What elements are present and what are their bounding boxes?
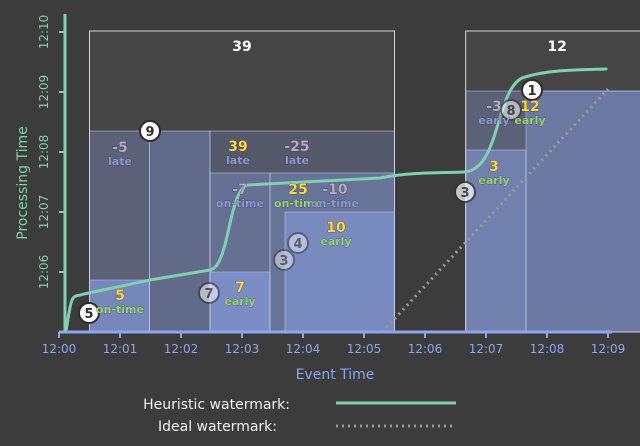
pane-label-tag: early <box>478 114 509 127</box>
legend: Heuristic watermark: Ideal watermark: <box>143 397 456 435</box>
pane <box>149 130 211 333</box>
data-point-marker: 1 <box>521 79 543 101</box>
pane-label-value: 7 <box>235 280 245 296</box>
axes-layer: 12:00 12:01 12:02 12:03 12:04 12:05 12:06 12:07… <box>37 14 625 356</box>
marker-value: 3 <box>460 186 469 201</box>
x-axis-title: Event Time <box>296 367 375 383</box>
marker-value: 9 <box>145 125 154 140</box>
marker-value: 5 <box>84 307 93 322</box>
pane-label-value: 25 <box>288 182 307 198</box>
x-tick-label: 12:05 <box>347 342 382 356</box>
pane <box>269 172 395 333</box>
data-point-marker: 9 <box>139 120 161 142</box>
y-axis-title: Processing Time <box>15 126 31 239</box>
y-tick-label: 12:06 <box>37 255 51 290</box>
marker-circle <box>287 232 309 254</box>
pane-label-value: 5 <box>115 288 125 304</box>
pane-label-value: -7 <box>232 182 248 198</box>
marker-value: 7 <box>204 287 213 302</box>
pane-label: -7on-time <box>216 182 264 211</box>
y-tick-label: 12:10 <box>37 15 51 50</box>
pane <box>525 90 640 333</box>
pane-label: 5on-time <box>96 288 144 317</box>
heuristic-watermark-layer <box>64 67 608 334</box>
marker-circle <box>78 302 100 324</box>
marker-value: 4 <box>293 237 302 252</box>
pane-label-tag: on-time <box>274 197 322 210</box>
pane-label-value: -5 <box>112 140 128 156</box>
pane-label-tag: late <box>108 155 132 168</box>
pane-label-value: 3 <box>489 159 499 175</box>
heuristic-watermark-line <box>64 67 608 334</box>
window-total: 39 <box>232 39 251 55</box>
ideal-watermark-line <box>381 87 610 334</box>
x-tick-label: 12:03 <box>225 342 260 356</box>
x-tick-label: 12:00 <box>42 342 77 356</box>
pane-label-value: -10 <box>322 182 348 198</box>
window-total: 12 <box>547 39 566 55</box>
y-tick-label: 12:08 <box>37 135 51 170</box>
pane-label-tag: early <box>478 174 509 187</box>
windows-layer: 39 12 <box>89 30 640 333</box>
pane-label-value: -25 <box>284 139 309 155</box>
marker-value: 8 <box>506 104 515 119</box>
pane-label-value: -3 <box>486 99 502 115</box>
pane-label-value: 10 <box>326 220 346 236</box>
marker-circle <box>198 282 220 304</box>
pane-label-value: 39 <box>228 139 247 155</box>
data-point-marker: 7 <box>198 282 220 304</box>
marker-value: 1 <box>527 84 536 99</box>
pane-label-tag: on-time <box>96 303 144 316</box>
data-point-marker: 5 <box>78 302 100 324</box>
marker-value: 3 <box>279 254 288 269</box>
y-tick-label: 12:07 <box>37 195 51 230</box>
window-frame <box>465 30 640 333</box>
data-point-marker: 3 <box>273 249 295 271</box>
pane-label-tag: late <box>226 154 250 167</box>
pane-label-value: 12 <box>520 99 539 115</box>
data-point-marker: 3 <box>454 181 476 203</box>
data-point-marker: 8 <box>500 99 522 121</box>
y-tick-label: 12:09 <box>37 75 51 110</box>
x-tick-label: 12:02 <box>164 342 199 356</box>
x-tick-label: 12:01 <box>103 342 138 356</box>
pane-label-tag: on-time <box>311 197 359 210</box>
x-tick-label: 12:07 <box>469 342 504 356</box>
x-tick-label: 12:06 <box>408 342 443 356</box>
legend-heuristic-label: Heuristic watermark: <box>143 397 290 413</box>
marker-circle <box>139 120 161 142</box>
x-tick-label: 12:09 <box>591 342 626 356</box>
pane <box>284 211 395 333</box>
pane-label-tag: on-time <box>216 197 264 210</box>
marker-circle <box>273 249 295 271</box>
x-tick-label: 12:04 <box>286 342 321 356</box>
x-tick-label: 12:08 <box>530 342 565 356</box>
marker-circle <box>521 79 543 101</box>
data-point-marker: 4 <box>287 232 309 254</box>
pane-label-tag: early <box>514 114 545 127</box>
pane-labels-layer: 5on-time-5late39late-25late7early-7on-ti… <box>96 99 546 317</box>
pane-label-tag: early <box>320 235 351 248</box>
pane-label-tag: early <box>224 295 255 308</box>
pane <box>89 130 150 333</box>
marker-circle <box>454 181 476 203</box>
legend-ideal-label: Ideal watermark: <box>158 419 277 435</box>
pane <box>209 172 271 333</box>
marker-circle <box>500 99 522 121</box>
ideal-watermark-layer <box>381 87 610 334</box>
pane-label-tag: late <box>285 154 309 167</box>
